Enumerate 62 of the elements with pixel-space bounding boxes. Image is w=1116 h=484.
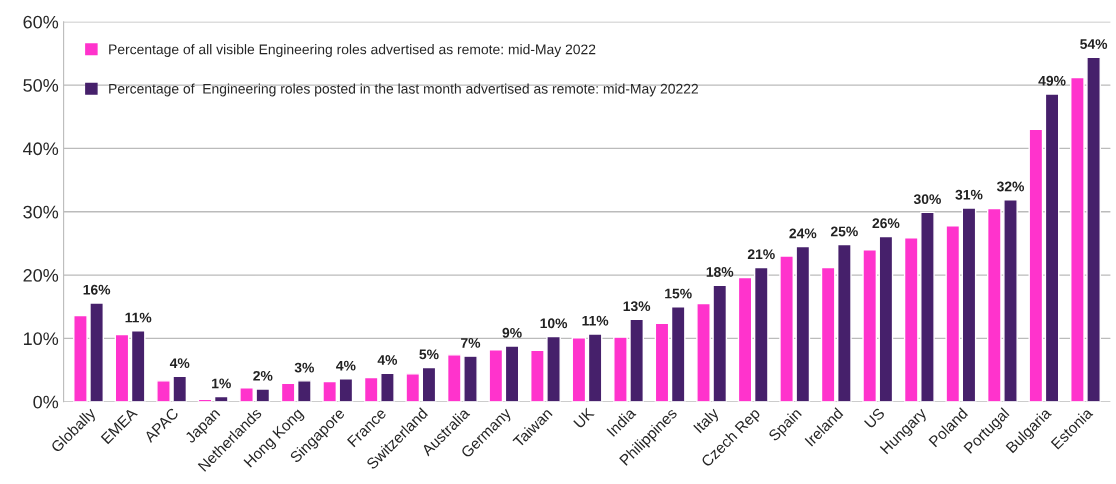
- data-label: 2%: [253, 370, 273, 381]
- y-tick-label: 0%: [33, 395, 59, 409]
- bar: [737, 276, 753, 402]
- data-label: 11%: [582, 315, 609, 326]
- bar: [670, 306, 686, 402]
- bar: [820, 266, 836, 402]
- bar: [197, 398, 213, 402]
- data-label: 16%: [83, 284, 111, 295]
- bar: [862, 249, 878, 402]
- bar: [878, 235, 894, 402]
- legend-label: Percentage of all visible Engineering roles advertised as remote: mid-May 2022: [109, 44, 596, 58]
- y-tick-label: 40%: [23, 142, 59, 156]
- data-label: 4%: [169, 358, 190, 369]
- bar: [114, 333, 130, 402]
- bar: [405, 373, 421, 402]
- data-label: 21%: [747, 249, 775, 260]
- bar: [296, 380, 312, 402]
- bar: [213, 395, 229, 402]
- data-label: 32%: [996, 181, 1025, 192]
- bar: [504, 345, 520, 402]
- data-label: 3%: [294, 362, 315, 373]
- data-label: 4%: [377, 355, 398, 365]
- data-label: 26%: [872, 218, 900, 229]
- data-label: 49%: [1038, 75, 1066, 86]
- x-tick-label: Italy: [692, 406, 722, 436]
- legend-label: Percentage of Engineering roles posted in the last month advertised as remote: mid-May 20222: [109, 83, 698, 97]
- data-label: 24%: [789, 228, 817, 239]
- y-tick-label: 10%: [23, 332, 59, 346]
- data-label: 5%: [419, 349, 439, 360]
- data-label: 13%: [623, 301, 651, 312]
- data-label: 1%: [212, 378, 231, 389]
- bar: [961, 207, 977, 402]
- y-tick-label: 50%: [23, 79, 59, 92]
- data-label: 4%: [336, 360, 356, 371]
- x-tick-label: UK: [573, 407, 595, 429]
- data-label: 9%: [502, 327, 522, 338]
- bar: [280, 382, 296, 402]
- bar: [322, 380, 338, 402]
- bar: [654, 322, 670, 402]
- y-tick-label: 30%: [23, 205, 59, 219]
- data-label: 18%: [706, 267, 734, 277]
- bar: [488, 349, 504, 402]
- data-label: 30%: [913, 194, 941, 205]
- bar: [1044, 93, 1060, 402]
- y-tick-label: 20%: [23, 269, 59, 282]
- bar: [571, 337, 587, 402]
- data-label: 54%: [1080, 39, 1108, 49]
- data-label: 31%: [955, 189, 983, 200]
- bar: [837, 243, 852, 402]
- bar: [1028, 128, 1044, 402]
- data-label: 15%: [665, 288, 692, 299]
- data-label: 7%: [461, 338, 481, 348]
- y-tick-label: 60%: [23, 15, 59, 29]
- bar: [753, 266, 769, 402]
- data-label: 25%: [830, 226, 858, 237]
- bar: [338, 378, 354, 402]
- data-label: 11%: [125, 312, 152, 323]
- data-label: 10%: [540, 318, 568, 329]
- bar: [587, 333, 603, 402]
- bar: [421, 366, 437, 402]
- bar: [945, 224, 961, 402]
- bar: [130, 330, 146, 402]
